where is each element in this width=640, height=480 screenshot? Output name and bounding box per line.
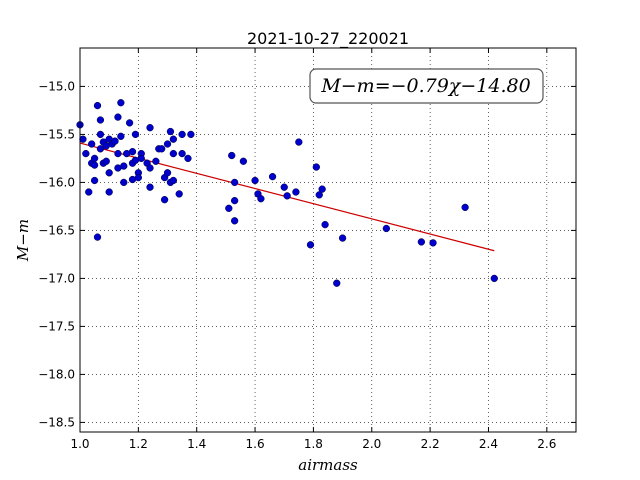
data-point — [175, 190, 183, 198]
data-point — [90, 176, 99, 185]
data-point — [114, 149, 122, 158]
data-point — [146, 164, 154, 172]
y-tick-label: −17.0 — [38, 271, 75, 285]
data-point — [306, 241, 315, 249]
data-point — [251, 176, 259, 185]
data-point — [137, 154, 145, 163]
y-axis-label: M−m — [14, 219, 32, 262]
data-point — [96, 116, 105, 124]
chart-title: 2021-10-27_220021 — [247, 29, 409, 49]
x-tick-label: 1.6 — [246, 437, 265, 451]
data-point — [239, 157, 248, 165]
data-point — [146, 183, 154, 191]
x-tick-label: 2.0 — [362, 437, 381, 451]
data-point — [228, 151, 236, 160]
data-point — [166, 127, 175, 136]
data-point — [318, 185, 326, 193]
data-point — [111, 137, 119, 145]
data-point — [93, 233, 102, 241]
data-point — [230, 196, 239, 205]
data-point — [120, 162, 128, 170]
data-point — [461, 203, 469, 212]
x-axis-label: airmass — [298, 456, 358, 474]
data-point — [417, 238, 426, 246]
equation-box: M−m=−0.79χ−14.80 — [309, 68, 544, 104]
data-point — [102, 157, 110, 165]
x-tick-label: 1.8 — [304, 437, 323, 451]
x-tick-label: 2.2 — [421, 437, 440, 451]
y-tick-label: −18.5 — [38, 415, 75, 429]
data-point — [152, 157, 160, 165]
data-point — [90, 154, 99, 163]
data-point — [131, 130, 140, 139]
data-point — [82, 149, 90, 158]
y-tick-label: −18.0 — [38, 367, 75, 381]
plot-frame — [79, 47, 577, 433]
y-tick-label: −16.5 — [38, 223, 75, 237]
data-point — [114, 113, 122, 121]
data-point — [333, 279, 341, 287]
data-point — [117, 132, 125, 140]
data-point — [163, 169, 172, 177]
points-layer — [76, 99, 498, 287]
data-point — [178, 130, 186, 139]
equation-label: M−m=−0.79χ−14.80 — [320, 75, 530, 97]
data-point — [338, 234, 347, 242]
data-point — [125, 119, 134, 127]
data-point — [187, 130, 195, 139]
data-point — [268, 172, 277, 181]
data-point — [230, 178, 239, 187]
x-tick-label: 2.4 — [479, 437, 498, 451]
x-tick-label: 1.2 — [129, 437, 148, 451]
data-point — [184, 154, 192, 163]
data-point — [105, 169, 113, 177]
data-point — [169, 135, 178, 143]
data-point — [160, 196, 169, 204]
data-point — [178, 149, 186, 158]
data-point — [163, 140, 172, 148]
data-point — [79, 135, 87, 143]
data-point — [292, 188, 300, 196]
data-point — [283, 192, 291, 200]
data-point — [88, 140, 96, 148]
data-point — [96, 130, 105, 139]
data-point — [312, 163, 320, 171]
data-point — [280, 183, 288, 191]
y-tick-label: −16.0 — [38, 175, 75, 189]
data-point — [90, 161, 99, 169]
data-point — [117, 99, 125, 107]
y-tick-label: −15.0 — [38, 79, 75, 93]
x-tick-label: 1.4 — [187, 437, 206, 451]
data-point — [169, 176, 178, 185]
data-point — [225, 204, 233, 212]
data-point — [120, 178, 128, 187]
grid — [80, 48, 576, 432]
data-point — [93, 101, 102, 110]
x-tick-label: 2.6 — [537, 437, 556, 451]
data-point — [134, 173, 143, 182]
data-point — [382, 224, 391, 233]
ticks: 1.0 1.2 1.4 1.6 1.8 2.0 2.2 2.4 2.6 −15.0 −15.5 −16… — [38, 48, 576, 451]
data-point — [321, 220, 329, 229]
data-point — [429, 239, 437, 247]
data-point — [295, 138, 303, 146]
data-point — [158, 145, 166, 153]
data-point — [315, 191, 323, 199]
data-point — [146, 124, 154, 132]
data-point — [257, 195, 265, 203]
data-point — [490, 274, 498, 283]
data-point — [85, 188, 93, 196]
data-point — [105, 188, 113, 196]
data-point — [96, 145, 105, 153]
y-tick-label: −15.5 — [38, 127, 75, 141]
y-tick-label: −17.5 — [38, 319, 75, 333]
data-point — [128, 148, 137, 156]
x-tick-label: 1.0 — [70, 437, 89, 451]
data-point — [230, 217, 239, 225]
data-point — [169, 149, 178, 158]
